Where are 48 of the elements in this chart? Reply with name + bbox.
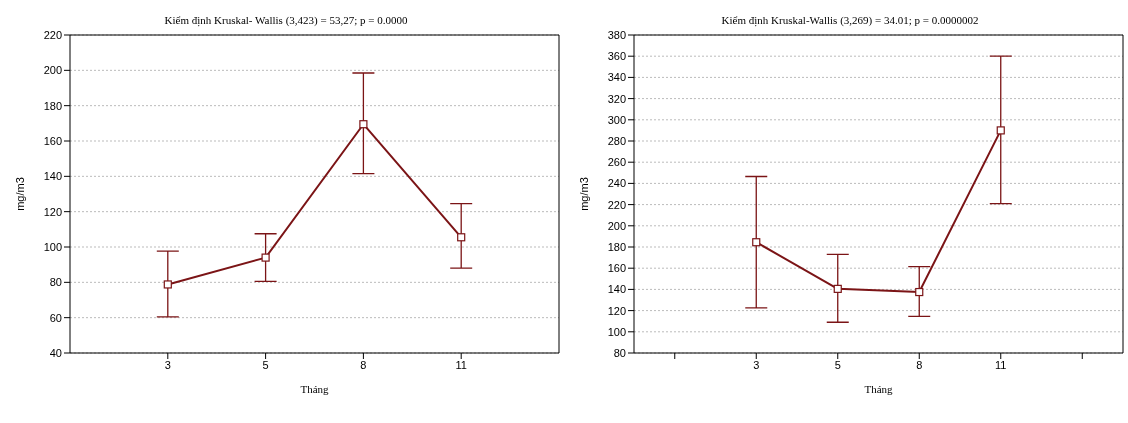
y-axis-title: mg/m3 bbox=[13, 177, 26, 211]
y-tick-label: 180 bbox=[607, 240, 626, 253]
y-tick-label: 120 bbox=[607, 304, 626, 317]
point bbox=[752, 238, 761, 247]
y-axis-title: mg/m3 bbox=[577, 177, 590, 211]
y-tick-label: 100 bbox=[607, 325, 626, 338]
x-tick-label: 11 bbox=[455, 358, 467, 371]
y-tick-label: 300 bbox=[607, 113, 626, 126]
y-tick-label: 200 bbox=[607, 219, 626, 232]
y-tick-label: 120 bbox=[43, 205, 62, 218]
y-tick-label: 160 bbox=[607, 262, 626, 275]
x-tick-label: 5 bbox=[834, 358, 841, 371]
y-tick-label: 80 bbox=[613, 346, 626, 359]
x-tick-label: 5 bbox=[262, 358, 269, 371]
chart-title: Kiểm định Kruskal- Wallis (3,423) = 53,27; p = 0.0000 bbox=[163, 14, 409, 26]
y-tick-label: 80 bbox=[49, 276, 62, 289]
x-tick-label: 8 bbox=[360, 358, 367, 371]
point bbox=[359, 120, 368, 129]
y-tick-label: 220 bbox=[43, 28, 62, 41]
y-tick-label: 160 bbox=[43, 134, 62, 147]
y-tick-label: 180 bbox=[43, 99, 62, 112]
y-tick-label: 320 bbox=[607, 92, 626, 105]
y-tick-label: 280 bbox=[607, 134, 626, 147]
y-tick-label: 360 bbox=[607, 50, 626, 63]
y-tick-label: 140 bbox=[607, 283, 626, 296]
x-tick-label: 3 bbox=[164, 358, 171, 371]
y-tick-label: 200 bbox=[43, 64, 62, 77]
point bbox=[163, 280, 172, 289]
point bbox=[261, 253, 270, 262]
point bbox=[996, 126, 1005, 135]
y-tick-label: 380 bbox=[607, 28, 626, 41]
x-tick-label: 11 bbox=[995, 358, 1007, 371]
y-tick-label: 60 bbox=[49, 311, 62, 324]
y-tick-label: 220 bbox=[607, 198, 626, 211]
y-tick-label: 240 bbox=[607, 177, 626, 190]
y-tick-label: 40 bbox=[49, 346, 62, 359]
x-tick-label: 3 bbox=[753, 358, 760, 371]
y-tick-label: 100 bbox=[43, 240, 62, 253]
point bbox=[915, 287, 924, 297]
x-axis-title: Tháng bbox=[864, 383, 894, 395]
point bbox=[457, 233, 466, 242]
y-tick-label: 140 bbox=[43, 170, 62, 183]
x-axis-title: Tháng bbox=[300, 383, 330, 395]
y-tick-label: 340 bbox=[607, 71, 626, 84]
x-tick-label: 8 bbox=[916, 358, 923, 371]
y-tick-label: 260 bbox=[607, 156, 626, 169]
point bbox=[833, 284, 842, 293]
chart-title: Kiểm định Kruskal-Wallis (3,269) = 34.01; p = 0.0000002 bbox=[720, 14, 980, 26]
